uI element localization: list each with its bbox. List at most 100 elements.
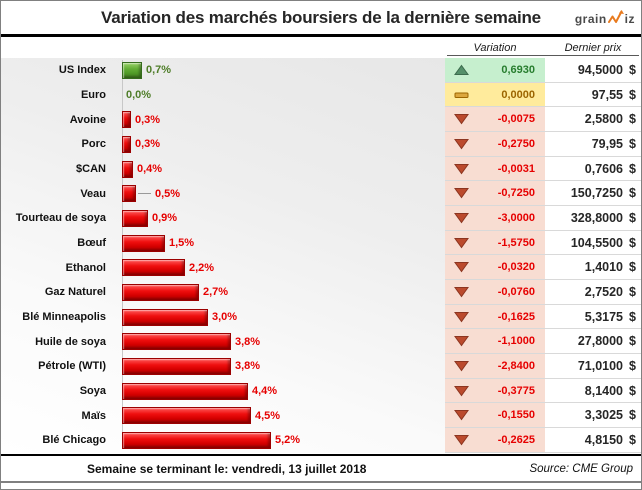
variation-column-header: Variation xyxy=(473,41,517,54)
percent-label: 3,8% xyxy=(235,360,261,373)
variation-value: -0,0031 xyxy=(497,162,535,175)
variation-value: -0,7250 xyxy=(497,187,535,200)
variation-bar xyxy=(122,357,231,375)
week-ending-label: Semaine se terminant le: vendredi, 13 ju… xyxy=(87,461,367,476)
footer-divider-bottom xyxy=(1,481,641,483)
callout-leader-line xyxy=(138,193,151,195)
dash-icon xyxy=(454,92,469,98)
currency-symbol: $ xyxy=(629,383,636,398)
currency-symbol: $ xyxy=(629,235,636,250)
triangle-down-icon xyxy=(454,410,469,421)
variation-bar xyxy=(122,382,248,400)
variation-value: -0,1550 xyxy=(497,409,535,422)
table-row: -0,0320 1,4010 $ xyxy=(445,255,641,281)
category-label: Blé Minneapolis xyxy=(22,311,106,324)
percent-label: 3,8% xyxy=(235,335,261,348)
variation-bar xyxy=(122,160,133,178)
variation-cell: -0,1550 xyxy=(445,403,545,428)
chart-row: Bœuf 1,5% xyxy=(1,231,445,256)
category-label: Ethanol xyxy=(65,261,106,274)
price-value: 2,5800 xyxy=(584,112,623,127)
bar-chart-plot-area: US Index 0,7% Euro 0,0% Avoine 0,3% Porc… xyxy=(1,58,445,453)
triangle-down-icon xyxy=(454,336,469,347)
variation-value: 0,0000 xyxy=(501,88,535,101)
variation-bar xyxy=(122,283,199,301)
chart-row: Soya 4,4% xyxy=(1,379,445,404)
chart-row: Maïs 4,5% xyxy=(1,403,445,428)
source-label: Source: CME Group xyxy=(529,462,633,475)
triangle-down-icon xyxy=(454,212,469,224)
category-label: Tourteau de soya xyxy=(15,212,106,225)
triangle-down-icon xyxy=(454,138,469,150)
table-row: -0,0760 2,7520 $ xyxy=(445,280,641,305)
variation-cell: -0,0031 xyxy=(445,156,545,181)
variation-bar xyxy=(122,135,131,153)
currency-symbol: $ xyxy=(629,112,636,127)
triangle-down-icon xyxy=(454,434,469,446)
triangle-down-icon xyxy=(454,286,469,298)
price-cell: 150,7250 $ xyxy=(545,181,641,206)
triangle-down-icon xyxy=(454,385,469,396)
variation-value: -1,1000 xyxy=(497,335,535,348)
table-row: -0,0031 0,7606 $ xyxy=(445,156,641,182)
table-header-divider xyxy=(447,55,639,56)
variation-value: -0,3775 xyxy=(497,384,535,397)
chart-row: Blé Chicago 5,2% xyxy=(1,428,445,453)
currency-symbol: $ xyxy=(629,161,636,176)
variation-bar xyxy=(122,407,251,425)
price-value: 150,7250 xyxy=(570,186,623,201)
variation-cell: -0,7250 xyxy=(445,181,545,206)
percent-label: 4,5% xyxy=(255,409,281,422)
variation-bar xyxy=(122,333,231,351)
currency-symbol: $ xyxy=(629,334,636,349)
triangle-down-icon xyxy=(454,262,469,273)
category-label: Veau xyxy=(80,187,106,200)
category-label: Maïs xyxy=(81,409,106,422)
column-headers: Variation Dernier prix xyxy=(1,37,641,58)
price-value: 5,3175 xyxy=(584,309,623,324)
variation-value: 0,6930 xyxy=(501,63,535,76)
price-cell: 71,0100 $ xyxy=(545,354,641,378)
price-value: 328,8000 xyxy=(570,210,623,225)
variation-cell: -2,8400 xyxy=(445,354,545,378)
percent-label: 0,3% xyxy=(135,113,161,126)
footer: Semaine se terminant le: vendredi, 13 ju… xyxy=(1,456,641,481)
triangle-up-icon xyxy=(454,64,469,75)
variation-bar xyxy=(122,431,271,449)
chart-row: Avoine 0,3% xyxy=(1,107,445,132)
price-cell: 328,8000 $ xyxy=(545,206,641,230)
variation-bar xyxy=(122,234,165,252)
currency-symbol: $ xyxy=(629,260,636,275)
category-label: US Index xyxy=(58,64,106,77)
price-cell: 4,8150 $ xyxy=(545,428,641,452)
variation-value: -0,2625 xyxy=(497,433,535,446)
percent-label: 3,0% xyxy=(212,311,238,324)
price-cell: 8,1400 $ xyxy=(545,378,641,403)
percent-label: 4,4% xyxy=(252,385,278,398)
variation-bar xyxy=(122,61,142,79)
table-row: 0,6930 94,5000 $ xyxy=(445,58,641,83)
price-value: 4,8150 xyxy=(584,432,623,447)
price-value: 0,7606 xyxy=(584,161,623,176)
variation-bar xyxy=(122,209,148,227)
percent-label: 0,4% xyxy=(137,163,163,176)
percent-label: 1,5% xyxy=(169,237,195,250)
price-value: 97,55 xyxy=(591,87,623,102)
category-label: Euro xyxy=(80,89,106,101)
title-divider xyxy=(1,34,641,37)
price-value: 27,8000 xyxy=(577,334,623,349)
price-cell: 5,3175 $ xyxy=(545,304,641,329)
percent-label: 0,9% xyxy=(152,212,178,225)
price-cell: 97,55 $ xyxy=(545,82,641,107)
variation-value: -2,8400 xyxy=(497,359,535,372)
logo-text-iz: iz xyxy=(624,12,635,26)
variation-cell: -0,0760 xyxy=(445,280,545,304)
chart-row: Porc 0,3% xyxy=(1,132,445,157)
table-row: -2,8400 71,0100 $ xyxy=(445,354,641,379)
variation-cell: -0,2750 xyxy=(445,132,545,156)
table-row: -0,2625 4,8150 $ xyxy=(445,428,641,453)
table-row: -0,1550 3,3025 $ xyxy=(445,403,641,429)
price-value: 94,5000 xyxy=(577,62,623,77)
table-row: -0,3775 8,1400 $ xyxy=(445,378,641,404)
variation-cell: -0,0320 xyxy=(445,255,545,280)
